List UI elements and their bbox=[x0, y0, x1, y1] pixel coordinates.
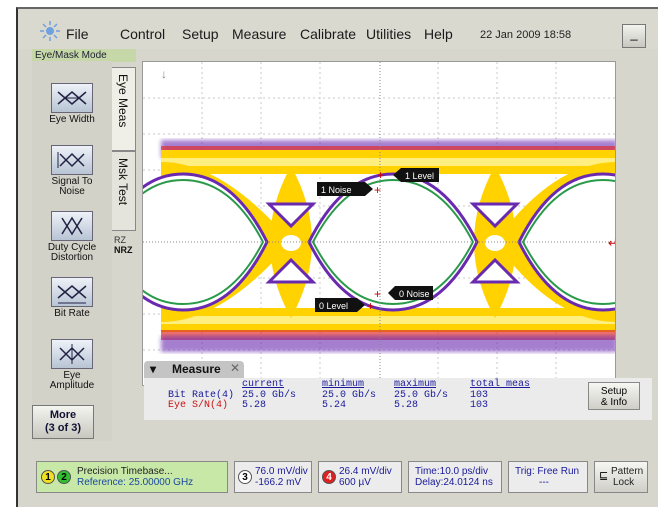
eye-diagram-display: ↓ ↵ + 1 Level 1 Noise + + 0 Noise 0 Leve… bbox=[142, 61, 616, 386]
scope-window: File Control Setup Measure Calibrate Uti… bbox=[16, 7, 658, 507]
timebase-button[interactable]: 1 2 Precision Timebase... Reference: 25.… bbox=[36, 461, 228, 493]
date-time: 22 Jan 2009 18:58 bbox=[480, 29, 572, 41]
menu-file[interactable]: File bbox=[66, 26, 89, 42]
svg-text:1 Noise: 1 Noise bbox=[321, 185, 352, 195]
svg-text:+: + bbox=[377, 168, 384, 182]
signal-to-noise-icon bbox=[51, 145, 93, 175]
one-noise-marker[interactable]: 1 Noise + bbox=[317, 182, 381, 197]
status-bar: 1 2 Precision Timebase... Reference: 25.… bbox=[18, 445, 658, 503]
lock-icon: ⊑ bbox=[599, 470, 609, 482]
menu-calibrate[interactable]: Calibrate bbox=[300, 26, 357, 42]
more-button-label: More bbox=[49, 409, 77, 421]
zero-noise-marker[interactable]: + 0 Noise bbox=[374, 286, 433, 301]
tab-msk-test[interactable]: Msk Test bbox=[112, 151, 136, 231]
row-label-eye-sn: Eye S/N(4) bbox=[168, 400, 229, 411]
channel-4-scale[interactable]: 4 26.4 mV/div 600 µV bbox=[318, 461, 402, 493]
svg-text:+: + bbox=[367, 299, 374, 313]
svg-text:1 Level: 1 Level bbox=[405, 171, 434, 181]
eye-width-tool[interactable]: Eye Width bbox=[36, 83, 108, 125]
svg-text:↵: ↵ bbox=[608, 236, 616, 250]
minimize-button[interactable]: _ bbox=[622, 24, 646, 48]
tab-eye-meas[interactable]: Eye Meas bbox=[112, 67, 136, 151]
row-label-bit-rate: Bit Rate(4) bbox=[168, 390, 235, 401]
close-icon[interactable]: ✕ bbox=[230, 361, 241, 375]
channel-3-chip: 3 bbox=[238, 470, 252, 484]
channel-4-chip: 4 bbox=[322, 470, 336, 484]
svg-text:0 Level: 0 Level bbox=[319, 301, 348, 311]
duty-cycle-distortion-tool[interactable]: Duty Cycle Distortion bbox=[36, 211, 108, 263]
menu-setup[interactable]: Setup bbox=[182, 26, 219, 42]
menu-utilities[interactable]: Utilities bbox=[366, 26, 412, 42]
more-button-page: (3 of 3) bbox=[44, 422, 82, 434]
menu-control[interactable]: Control bbox=[120, 26, 166, 42]
more-button[interactable]: More (3 of 3) bbox=[32, 405, 94, 439]
channel-3-scale[interactable]: 3 76.0 mV/div -166.2 mV bbox=[234, 461, 312, 493]
sun-logo-icon bbox=[40, 21, 60, 41]
svg-text:0 Noise: 0 Noise bbox=[399, 289, 430, 299]
bit-rate-icon bbox=[51, 277, 93, 307]
menu-help[interactable]: Help bbox=[424, 26, 453, 42]
collapse-icon[interactable]: ▾ bbox=[150, 362, 157, 376]
trigger-setting[interactable]: Trig: Free Run --- bbox=[508, 461, 588, 493]
setup-info-button[interactable]: Setup & Info bbox=[588, 382, 640, 410]
channel-1-chip[interactable]: 1 bbox=[41, 470, 55, 484]
menu-measure[interactable]: Measure bbox=[232, 26, 287, 42]
svg-text:+: + bbox=[374, 183, 381, 197]
eye-traces bbox=[143, 140, 615, 352]
rz-option[interactable]: RZ bbox=[114, 235, 126, 245]
channel-2-chip[interactable]: 2 bbox=[57, 470, 71, 484]
menu-bar: File Control Setup Measure Calibrate Uti… bbox=[18, 9, 658, 49]
rz-nrz-selector[interactable]: RZ NRZ bbox=[114, 235, 133, 283]
measure-tab[interactable]: ▾ Measure ✕ bbox=[144, 361, 244, 378]
eye-amplitude-icon bbox=[51, 339, 93, 369]
duty-cycle-distortion-icon bbox=[51, 211, 93, 241]
eye-amplitude-tool[interactable]: Eye Amplitude bbox=[36, 339, 108, 391]
mode-label: Eye/Mask Mode bbox=[32, 49, 136, 62]
bit-rate-tool[interactable]: Bit Rate bbox=[36, 277, 108, 319]
eye-diagram-plot: ↓ ↵ + 1 Level 1 Noise + + 0 Noise 0 Leve… bbox=[143, 62, 616, 385]
one-level-marker[interactable]: + 1 Level bbox=[377, 168, 439, 182]
pattern-lock-button[interactable]: ⊑ Pattern Lock bbox=[594, 461, 648, 493]
nrz-option[interactable]: NRZ bbox=[114, 245, 133, 255]
time-scale[interactable]: Time:10.0 ps/div Delay:24.0124 ns bbox=[408, 461, 502, 493]
zero-level-marker[interactable]: 0 Level + bbox=[315, 298, 374, 313]
svg-text:↓: ↓ bbox=[161, 67, 167, 81]
measure-panel: current minimum maximum total meas Bit R… bbox=[144, 378, 652, 420]
eye-width-icon bbox=[51, 83, 93, 113]
measurement-toolbar: Eye Width Signal To Noise Duty Cycle Dis… bbox=[32, 61, 112, 441]
svg-text:+: + bbox=[374, 287, 381, 301]
signal-to-noise-tool[interactable]: Signal To Noise bbox=[36, 145, 108, 197]
